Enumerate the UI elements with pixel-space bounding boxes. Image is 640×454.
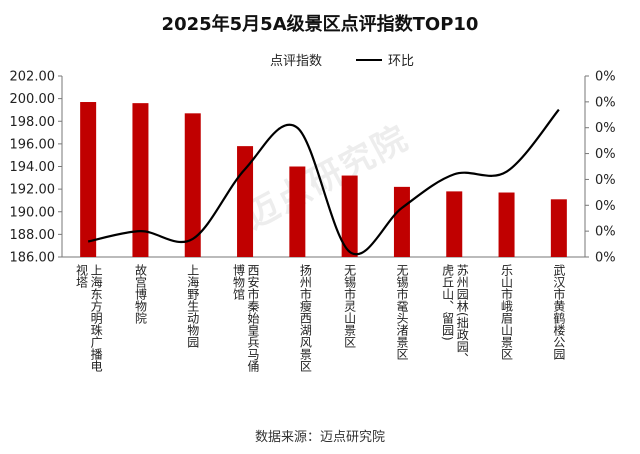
bar	[550, 199, 567, 257]
category-label: 无锡市鼋头渚景区	[394, 264, 409, 360]
bar	[289, 166, 306, 257]
y-left-tick-label: 190.00	[10, 205, 56, 220]
bar	[80, 102, 97, 257]
y-right-tick-label: 0%	[595, 147, 616, 162]
legend-bar-label: 点评指数	[270, 54, 323, 69]
legend-line-swatch	[356, 58, 383, 61]
y-right-tick-label: 0%	[595, 199, 616, 214]
y-left-tick-label: 194.00	[10, 160, 56, 175]
category-label: 上海东方明珠广播电视塔	[74, 264, 104, 372]
category-label: 扬州市瘦西湖风景区	[298, 264, 313, 372]
bar	[498, 192, 515, 257]
y-left-tick-label: 188.00	[10, 228, 56, 243]
bar	[132, 103, 149, 258]
y-right-tick-label: 0%	[595, 251, 616, 266]
y-left-tick-label: 192.00	[10, 183, 56, 198]
category-label: 苏州园林(拙政园、虎丘山、留园)	[440, 264, 470, 365]
category-label: 西安市秦始皇兵马俑博物馆	[231, 264, 261, 372]
y-left-tick-label: 200.00	[10, 92, 56, 107]
category-label: 上海野生动物园	[185, 264, 200, 348]
y-right-tick-label: 0%	[595, 121, 616, 136]
bar	[184, 113, 201, 257]
bar	[446, 191, 463, 257]
ratio-line	[87, 108, 560, 256]
legend: 点评指数 环比	[238, 50, 414, 69]
y-right-tick-label: 0%	[595, 225, 616, 240]
chart-title: 2025年5月5A级景区点评指数TOP10	[161, 14, 479, 35]
y-left-tick-label: 198.00	[10, 115, 56, 130]
bar	[393, 186, 410, 257]
category-label: 故宫博物院	[133, 264, 148, 324]
legend-line-label: 环比	[388, 54, 415, 69]
category-label: 无锡市灵山景区	[342, 264, 357, 348]
category-label: 乐山市峨眉山景区	[499, 264, 514, 360]
source-note: 数据来源：迈点研究院	[254, 430, 385, 445]
y-right-tick-label: 0%	[595, 95, 616, 110]
y-right-tick-label: 0%	[595, 70, 616, 85]
bar	[341, 175, 358, 257]
y-left-tick-label: 196.00	[10, 137, 56, 152]
y-left-tick-label: 186.00	[10, 251, 56, 266]
y-right-tick-label: 0%	[595, 173, 616, 188]
category-label: 武汉市黄鹤楼公园	[551, 264, 566, 360]
y-left-tick-label: 202.00	[10, 70, 56, 85]
